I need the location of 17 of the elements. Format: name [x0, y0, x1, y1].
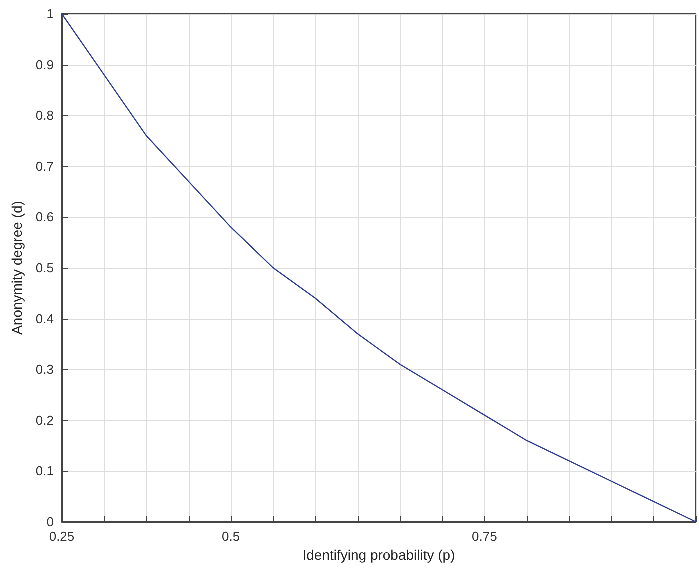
y-axis-title: Anonymity degree (d) [9, 201, 25, 335]
y-tick-label: 0.6 [36, 210, 54, 225]
y-tick-label: 0.8 [36, 108, 54, 124]
line-series [61, 13, 697, 523]
y-tick-label: 0.2 [36, 412, 54, 428]
y-tick-label: 0.9 [36, 57, 54, 72]
y-tick-label: 0.1 [36, 464, 54, 479]
y-tick-label: 0 [46, 514, 54, 530]
y-tick-label: 0.4 [36, 311, 54, 326]
x-tick-label: 0.25 [49, 529, 75, 544]
x-tick-label: 0.75 [472, 529, 498, 544]
y-tick-label: 0.7 [36, 158, 54, 174]
y-tick-label: 1 [46, 6, 54, 22]
x-axis-title: Identifying probability (p) [302, 546, 456, 563]
x-tick-label: 0.5 [222, 529, 240, 544]
y-tick-label: 0.5 [36, 260, 54, 276]
y-tick-label: 0.3 [36, 362, 54, 378]
